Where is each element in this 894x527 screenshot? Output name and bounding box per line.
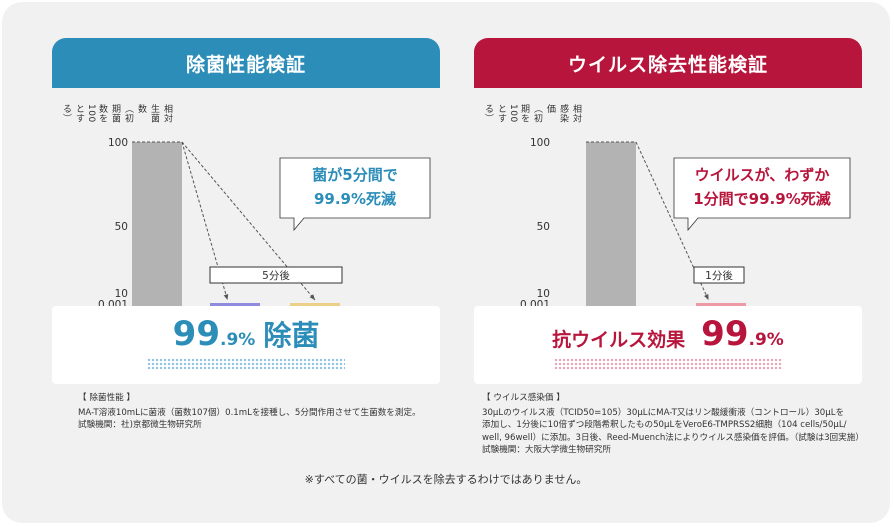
callout-bubble <box>673 157 851 232</box>
panel-disinfection: 除菌性能検証 10050100.001初期細菌A細菌B5分後菌が5分間で99.9… <box>52 38 440 430</box>
callout-text-line: ウイルスが、わずか <box>695 166 830 184</box>
arrow-head <box>223 294 229 300</box>
note-title: 【 除菌性能 】 <box>78 393 136 403</box>
y-tick-label: 100 <box>108 137 128 149</box>
result-number: 99 <box>172 314 220 354</box>
callout-bubble <box>279 157 431 232</box>
panel-header-disinfection: 除菌性能検証 <box>52 38 440 88</box>
bar-2 <box>210 303 260 308</box>
time-label: 1分後 <box>705 269 733 282</box>
note-line: 添加し、1分後に10倍ずつ段階希釈したもの50μLをVeroE6-TMPRSS2… <box>482 420 847 430</box>
note-line: 30μLのウイルス液（TCID50=105）30μLにMA-T又はリン酸緩衝液（… <box>482 407 845 418</box>
dot-pattern <box>147 358 345 370</box>
time-label-box <box>209 266 343 284</box>
arrow-head <box>309 294 315 300</box>
time-label-box <box>693 266 745 284</box>
y-tick-label: 50 <box>115 221 128 233</box>
panel-virus-removal: ウイルス除去性能検証 10050100.001初期ウイルスC1分後ウイルスが、わ… <box>474 38 864 455</box>
arrow-head <box>704 294 709 300</box>
y-tick-label: 100 <box>530 137 550 149</box>
y-tick-label: 50 <box>537 221 550 233</box>
result-number: 99 <box>701 314 749 354</box>
panel-header-virus: ウイルス除去性能検証 <box>474 38 862 88</box>
result-decimal: .9% <box>748 330 784 350</box>
bar-3 <box>290 303 340 308</box>
result-label: 抗ウイルス効果 <box>552 328 686 351</box>
bar-1 <box>586 142 636 308</box>
notes-disinfection: 【 除菌性能 】 MA-T溶液10mLに菌液（菌数107個）0.1mLを接種し、… <box>78 392 438 432</box>
result-decimal: .9% <box>219 330 256 350</box>
dot-pattern <box>554 358 782 370</box>
chart-virus: 10050100.001初期ウイルスC1分後ウイルスが、わずか1分間で99.9%… <box>520 137 851 331</box>
result-box-virus: 抗ウイルス効果 99 .9% <box>474 306 862 384</box>
result-text: 抗ウイルス効果 99 .9% <box>474 314 862 362</box>
callout-text-line: 1分間で99.9%死滅 <box>693 190 830 208</box>
note-line: well, 96well）に添加。3日後、Reed-Muench法によりウイルス… <box>482 432 864 443</box>
bar-2 <box>696 303 746 308</box>
result-box-disinfection: 99 .9% 除菌 <box>52 306 440 384</box>
notes-virus: 【 ウイルス感染価 】 30μLのウイルス液（TCID50=105）30μLにM… <box>482 392 864 457</box>
time-label: 5分後 <box>262 269 290 282</box>
y-axis-label: 相対感染価（初期を100とする） <box>483 104 581 123</box>
y-axis-label: 相対生菌数（初期菌数を100とする） <box>61 104 172 123</box>
y-tick-label: 10 <box>537 288 550 300</box>
result-label: 除菌 <box>263 319 320 352</box>
result-text: 99 .9% 除菌 <box>52 314 440 362</box>
bar-1 <box>132 142 182 308</box>
note-line: 試験機関：社)京都微生物研究所 <box>78 420 202 430</box>
callout-text-line: 菌が5分間で <box>312 166 397 184</box>
note-line: 試験機関：大阪大学微生物研究所 <box>482 445 611 455</box>
note-line: MA-T溶液10mLに菌液（菌数107個）0.1mLを接種し、5分間作用させて生… <box>78 407 421 418</box>
note-title: 【 ウイルス感染価 】 <box>482 393 565 403</box>
footnote: ※すべての菌・ウイルスを除去するわけではありません。 <box>304 473 588 486</box>
dashed-arrow-line <box>635 141 709 301</box>
y-tick-label: 10 <box>115 288 128 300</box>
callout-text-line: 99.9%死滅 <box>314 190 396 208</box>
